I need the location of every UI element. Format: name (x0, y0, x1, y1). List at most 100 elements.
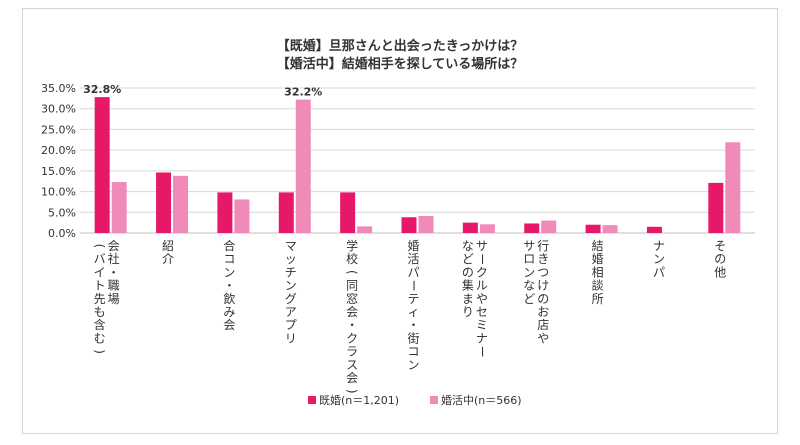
bar-searching-8 (602, 225, 618, 233)
x-category-char: 合 (223, 238, 235, 253)
x-category-char: ン (223, 265, 235, 279)
x-category-char: お (537, 305, 549, 319)
x-category-char: 会 (346, 371, 358, 385)
chart-title-line-2: 【婚活中】結婚相手を探している場所は？ (277, 56, 524, 72)
x-category-char: ン (407, 358, 419, 372)
x-category-char: ー (407, 280, 421, 292)
x-category-char: ン (523, 265, 535, 279)
bar-married-4 (340, 192, 356, 233)
x-category-char: も (94, 305, 106, 319)
x-category-char: 同 (346, 279, 358, 293)
y-tick-label: 0.0% (48, 227, 76, 240)
x-category-char: き (537, 252, 549, 266)
bar-married-2 (217, 192, 233, 233)
x-category-char: 結 (592, 239, 604, 253)
x-category-char: 行 (537, 239, 549, 253)
x-category-char: ・ (108, 265, 120, 279)
bar-searching-2 (234, 199, 250, 233)
x-category-char: ( (93, 244, 107, 249)
x-category-char: 会 (108, 239, 120, 253)
legend-swatch (430, 396, 438, 404)
gridlines (80, 87, 755, 234)
x-category-char: ク (476, 265, 488, 279)
x-category-char: 紹 (162, 239, 174, 253)
x-category-char: や (476, 292, 488, 306)
x-category-char: ) (345, 389, 359, 394)
x-category-char: テ (407, 292, 419, 306)
x-category-char: バ (94, 252, 106, 266)
x-category-char: 会 (346, 305, 358, 319)
bar-married-1 (156, 172, 172, 233)
x-category-char: パ (653, 265, 665, 279)
x-category-char: 学 (346, 238, 358, 253)
bar-searching-0 (111, 182, 127, 233)
x-category-char: 他 (714, 265, 726, 279)
data-label: 32.2% (284, 86, 322, 99)
bar-searching-4 (357, 226, 373, 233)
x-category-char: 所 (592, 292, 604, 306)
bar-married-9 (646, 226, 662, 233)
x-category-char: つ (537, 265, 549, 279)
y-tick-label: 15.0% (41, 165, 76, 178)
bar-married-8 (585, 224, 601, 233)
y-tick-label: 30.0% (41, 103, 76, 116)
bar-married-0 (94, 97, 110, 233)
x-category-char: 婚 (407, 239, 419, 253)
bars (94, 97, 741, 233)
chart-frame (22, 8, 778, 434)
x-category-char: り (462, 305, 474, 319)
bar-searching-7 (541, 220, 557, 233)
x-category-char: ど (523, 292, 535, 306)
x-category-char: ど (462, 252, 474, 266)
x-category-char: ラ (346, 345, 358, 359)
legend-swatch (308, 396, 316, 404)
legend: 既婚(n＝1,201) 婚活中(n＝566) (308, 393, 522, 407)
x-category-char: や (537, 331, 549, 345)
bar-searching-10 (725, 142, 741, 233)
x-category-char: ナ (476, 331, 488, 345)
legend-item-married: 既婚(n＝1,201) (308, 393, 399, 407)
x-category-char: な (523, 279, 535, 293)
x-category-char: チ (285, 265, 297, 279)
chart-title: 【既婚】旦那さんと出会ったきっかけは？ 【婚活中】結婚相手を探している場所は？ (277, 38, 524, 72)
bar-married-10 (708, 182, 724, 233)
x-category-char: ・ (223, 279, 235, 293)
bar-searching-5 (418, 216, 434, 233)
x-category-char: ・ (346, 318, 358, 332)
x-category-label: 紹介 (162, 239, 174, 266)
x-category-char: ク (346, 331, 358, 345)
x-category-char: グ (285, 292, 297, 306)
x-category-char: ( (345, 270, 359, 275)
x-category-char: リ (285, 331, 297, 345)
x-category-char: ス (346, 358, 358, 372)
bar-married-3 (278, 192, 294, 233)
x-category-char: ナ (653, 239, 665, 253)
x-category-char: け (537, 279, 549, 293)
y-tick-label: 10.0% (41, 186, 76, 199)
x-category-char: な (462, 239, 474, 253)
x-category-char: ン (285, 279, 297, 293)
y-tick-label: 20.0% (41, 144, 76, 157)
x-category-char: ー (475, 253, 489, 265)
x-category-char: プ (285, 318, 297, 332)
x-category-char: 会 (223, 318, 235, 332)
x-category-char: 婚 (592, 252, 604, 266)
x-category-char: む (94, 331, 106, 345)
x-category-char: ィ (407, 305, 419, 319)
x-category-char: 街 (407, 331, 419, 345)
x-category-char: 校 (346, 251, 358, 266)
x-category-char: ル (476, 279, 488, 293)
x-category-char: の (462, 265, 474, 279)
x-category-char: ン (653, 252, 665, 266)
x-category-char: 介 (162, 252, 174, 266)
x-category-char: 場 (108, 292, 120, 306)
x-category-char: 社 (108, 251, 120, 266)
x-category-char: サ (523, 239, 535, 253)
bar-married-5 (401, 217, 417, 233)
x-category-char: ロ (523, 252, 535, 266)
